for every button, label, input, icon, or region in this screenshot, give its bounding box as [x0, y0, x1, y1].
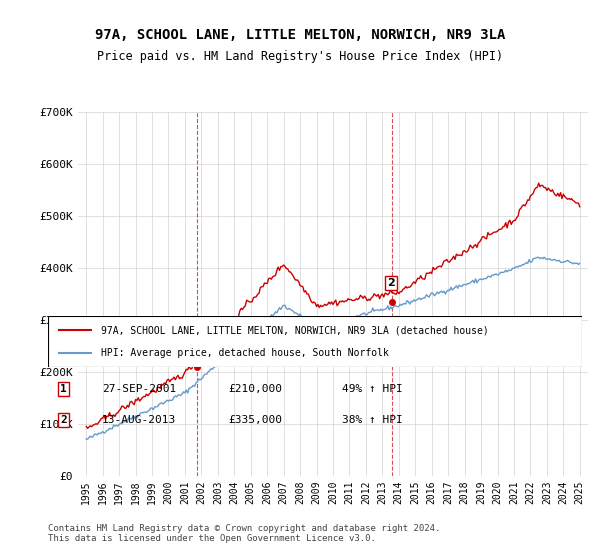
Text: 1: 1	[60, 384, 67, 394]
Text: Price paid vs. HM Land Registry's House Price Index (HPI): Price paid vs. HM Land Registry's House …	[97, 50, 503, 63]
Text: 1: 1	[193, 343, 200, 353]
Text: 27-SEP-2001: 27-SEP-2001	[102, 384, 176, 394]
Text: 38% ↑ HPI: 38% ↑ HPI	[342, 415, 403, 425]
Text: £210,000: £210,000	[228, 384, 282, 394]
FancyBboxPatch shape	[48, 316, 582, 367]
Text: HPI: Average price, detached house, South Norfolk: HPI: Average price, detached house, Sout…	[101, 348, 389, 358]
Text: Contains HM Land Registry data © Crown copyright and database right 2024.
This d: Contains HM Land Registry data © Crown c…	[48, 524, 440, 543]
Text: 49% ↑ HPI: 49% ↑ HPI	[342, 384, 403, 394]
Text: 97A, SCHOOL LANE, LITTLE MELTON, NORWICH, NR9 3LA: 97A, SCHOOL LANE, LITTLE MELTON, NORWICH…	[95, 28, 505, 42]
Text: 13-AUG-2013: 13-AUG-2013	[102, 415, 176, 425]
Text: £335,000: £335,000	[228, 415, 282, 425]
Text: 2: 2	[60, 415, 67, 425]
Text: 97A, SCHOOL LANE, LITTLE MELTON, NORWICH, NR9 3LA (detached house): 97A, SCHOOL LANE, LITTLE MELTON, NORWICH…	[101, 325, 489, 335]
Text: 2: 2	[387, 278, 395, 288]
